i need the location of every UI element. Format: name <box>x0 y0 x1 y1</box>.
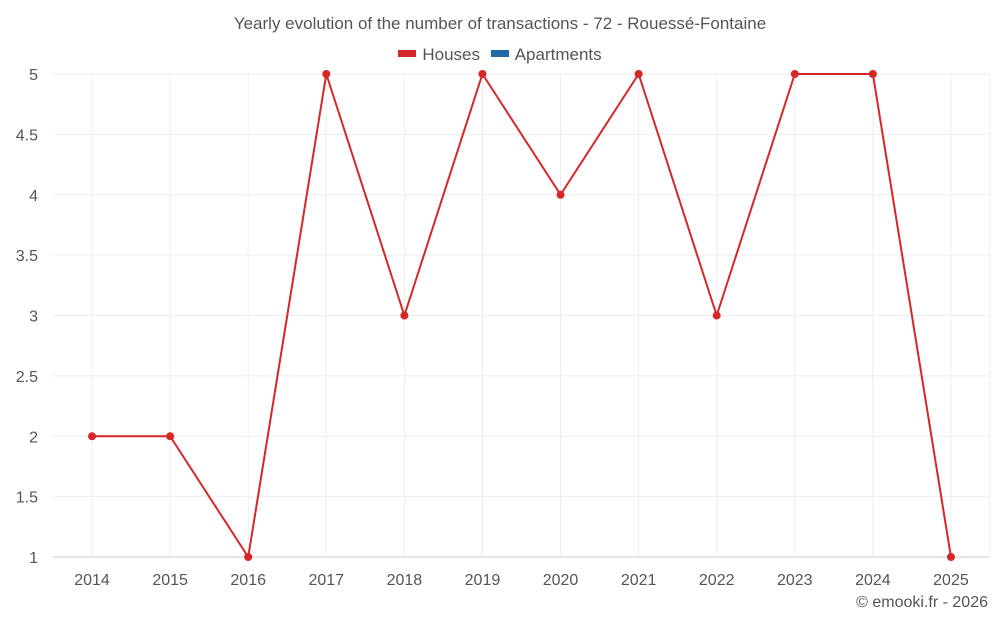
data-point <box>946 553 955 561</box>
grid <box>53 73 991 558</box>
legend-item-houses[interactable]: Houses <box>398 45 480 65</box>
series-line-houses <box>92 73 952 558</box>
data-point <box>166 432 175 441</box>
x-tick-label: 2024 <box>855 572 891 589</box>
x-tick-label: 2023 <box>777 572 813 589</box>
data-point <box>88 432 97 441</box>
legend-swatch-houses <box>398 50 417 58</box>
x-tick-label: 2025 <box>933 572 969 589</box>
data-point <box>712 311 721 320</box>
chart-title: Yearly evolution of the number of transa… <box>233 14 767 33</box>
data-point <box>790 70 799 78</box>
x-axis-ticks: 2014 2015 2016 2017 2018 2019 2020 2021 2022 2023… <box>74 572 969 589</box>
data-point <box>322 70 331 78</box>
y-tick-label: 3.5 <box>16 248 38 265</box>
legend-label-apartments: Apartments <box>514 45 602 64</box>
x-tick-label: 2022 <box>699 572 735 589</box>
y-tick-label: 3 <box>29 309 38 326</box>
x-tick-label: 2018 <box>387 572 423 589</box>
legend-swatch-apartments <box>490 50 509 58</box>
y-tick-label: 5 <box>29 67 38 84</box>
chart-legend: Houses Apartments <box>0 45 1000 65</box>
data-point <box>400 311 409 320</box>
data-point <box>478 70 487 78</box>
y-tick-label: 1 <box>29 550 38 567</box>
y-tick-label: 1.5 <box>16 490 38 507</box>
x-tick-label: 2019 <box>465 572 501 589</box>
x-tick-label: 2015 <box>152 572 188 589</box>
copyright-credit: © emooki.fr - 2026 <box>856 594 988 611</box>
data-point <box>244 553 253 561</box>
y-axis-ticks: 1 1.5 2 2.5 3 3.5 4 4.5 5 <box>16 67 38 567</box>
x-tick-label: 2021 <box>621 572 657 589</box>
x-tick-label: 2016 <box>230 572 266 589</box>
y-tick-label: 2.5 <box>16 369 38 386</box>
x-tick-label: 2017 <box>308 572 344 589</box>
x-tick-label: 2020 <box>543 572 579 589</box>
legend-item-apartments[interactable]: Apartments <box>490 45 602 65</box>
data-point <box>868 70 877 78</box>
data-point <box>634 70 643 78</box>
series-group <box>88 70 955 561</box>
y-tick-label: 2 <box>29 429 38 446</box>
y-tick-label: 4 <box>29 188 38 205</box>
y-tick-label: 4.5 <box>16 127 38 144</box>
x-tick-label: 2014 <box>74 572 110 589</box>
legend-label-houses: Houses <box>422 45 480 64</box>
data-point <box>556 190 565 199</box>
